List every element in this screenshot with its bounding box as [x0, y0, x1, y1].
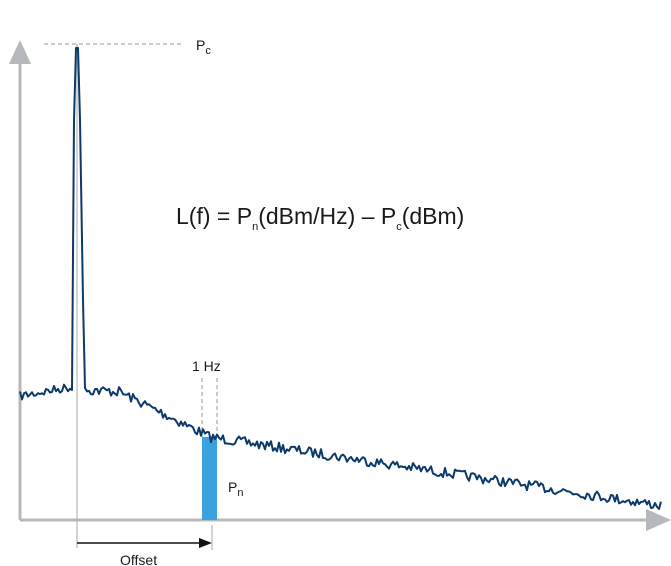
- noise-band-fill: [202, 437, 217, 520]
- phase-noise-formula: L(f) = Pn(dBm/Hz) – Pc(dBm): [176, 203, 464, 233]
- spectrum-trace: [19, 47, 662, 510]
- bandwidth-label: 1 Hz: [192, 358, 221, 374]
- x-axis-arrow: [646, 509, 671, 531]
- offset-arrow: [77, 525, 213, 550]
- axes: [9, 40, 671, 531]
- noise-power-label: Pn: [228, 479, 243, 499]
- offset-label: Offset: [120, 552, 157, 566]
- carrier-power-label: Pc: [196, 37, 211, 57]
- y-axis-arrow: [9, 40, 31, 64]
